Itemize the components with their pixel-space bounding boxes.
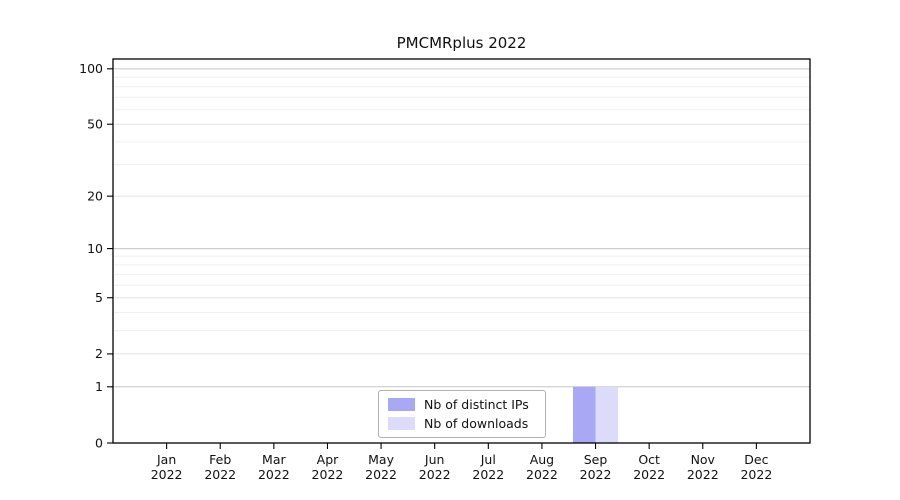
y-tick-label: 100 [79,61,103,76]
x-tick-label-month: Mar [262,452,286,467]
x-tick-label-year: 2022 [580,467,612,482]
x-tick-label-month: Jun [424,452,445,467]
legend-swatch-downloads-icon [388,416,415,430]
x-tick-label-year: 2022 [151,467,183,482]
x-tick-label-year: 2022 [419,467,451,482]
x-tick-label-month: Jul [480,452,496,467]
y-tick-label: 2 [95,346,103,361]
x-tick-label-month: Aug [530,452,554,467]
y-tick-label: 5 [95,290,103,305]
legend: Nb of distinct IPs Nb of downloads [378,390,546,438]
bar-distinct-ips-sep [573,386,596,443]
x-tick-label-month: Nov [691,452,716,467]
plot-border [112,58,811,444]
x-tick-label-year: 2022 [312,467,344,482]
x-tick-label-year: 2022 [258,467,290,482]
x-tick-label-year: 2022 [526,467,558,482]
x-tick-label-month: Sep [584,452,608,467]
y-tick-label: 50 [87,117,103,132]
chart-title: PMCMRplus 2022 [396,34,527,52]
x-tick-label-year: 2022 [633,467,665,482]
legend-label-downloads: Nb of downloads [424,415,529,431]
y-tick-label: 1 [95,379,103,394]
y-tick-label: 20 [87,188,103,203]
x-tick-label-year: 2022 [687,467,719,482]
x-tick-label-month: Dec [744,452,768,467]
y-tick-label: 0 [95,435,103,450]
legend-swatch-distinct-ips-icon [388,398,415,412]
x-tick-label-month: Jan [156,452,176,467]
x-tick-label-year: 2022 [472,467,504,482]
x-tick-label-month: Oct [638,452,660,467]
legend-item-downloads: Nb of downloads [388,416,536,431]
legend-item-distinct-ips: Nb of distinct IPs [388,397,536,412]
x-tick-label-month: Feb [209,452,231,467]
x-tick-label-year: 2022 [740,467,772,482]
y-tick-label: 10 [87,241,103,256]
legend-label-distinct-ips: Nb of distinct IPs [424,397,529,413]
bar-downloads-sep [595,386,619,443]
x-tick-label-month: Apr [317,452,339,467]
x-tick-label-year: 2022 [204,467,236,482]
x-tick-label-year: 2022 [365,467,397,482]
x-tick-label-month: May [368,452,394,467]
